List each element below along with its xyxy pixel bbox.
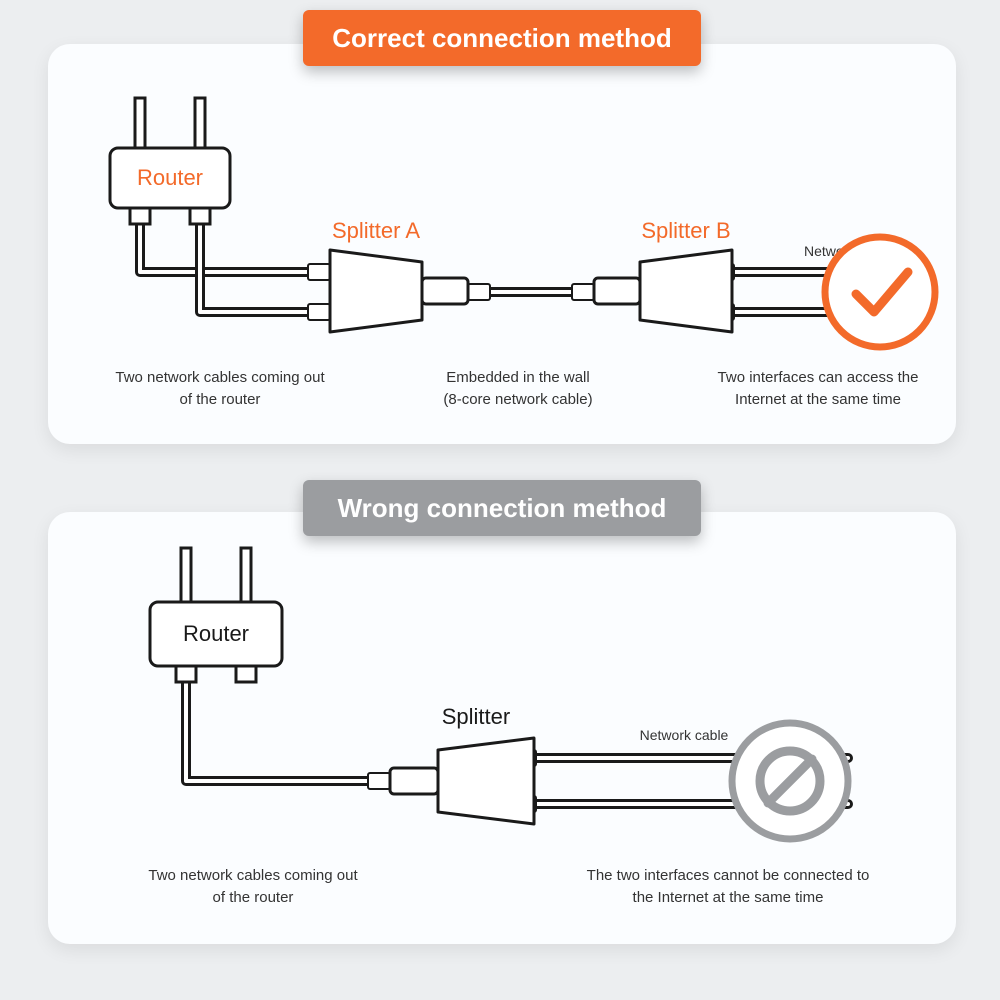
- svg-text:Two network cables coming out: Two network cables coming out: [148, 867, 358, 884]
- svg-text:Router: Router: [183, 621, 249, 646]
- svg-text:The two interfaces cannot be c: The two interfaces cannot be connected t…: [587, 867, 870, 884]
- svg-text:Embedded in the wall: Embedded in the wall: [446, 369, 589, 386]
- svg-text:Two interfaces can access the: Two interfaces can access the: [718, 369, 919, 386]
- svg-text:Two network cables coming out: Two network cables coming out: [115, 369, 325, 386]
- diagram-correct: RouterSplitter ASplitter BNetwork cableT…: [48, 44, 956, 444]
- svg-text:(8-core network cable): (8-core network cable): [443, 391, 592, 408]
- svg-text:of the router: of the router: [180, 391, 261, 408]
- svg-text:of the router: of the router: [213, 889, 294, 906]
- svg-text:Splitter: Splitter: [442, 704, 510, 729]
- diagram-wrong: Router Splitter Network cable Two network c…: [48, 512, 956, 944]
- svg-text:Internet at the same time: Internet at the same time: [735, 391, 901, 408]
- svg-text:Network cable: Network cable: [640, 727, 729, 743]
- svg-text:Splitter A: Splitter A: [332, 218, 420, 243]
- stage: Correct connection method RouterSplitter…: [0, 0, 1000, 1000]
- svg-text:Splitter B: Splitter B: [641, 218, 730, 243]
- svg-text:the Internet at the same time: the Internet at the same time: [633, 889, 824, 906]
- svg-text:Router: Router: [137, 165, 203, 190]
